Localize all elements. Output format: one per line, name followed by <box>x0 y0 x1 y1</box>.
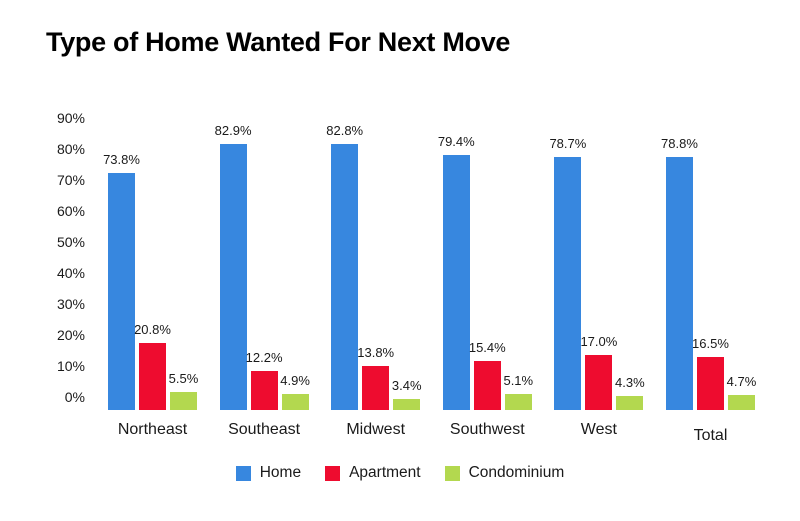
y-axis-tick-label: 10% <box>56 358 85 374</box>
bar-condominium-total <box>727 394 755 410</box>
legend-item-home: Home <box>235 464 302 482</box>
bar-cluster-southwest: 79.4% 15.4% 5.1% <box>438 134 533 410</box>
legend: Home Apartment Condominium <box>0 464 800 482</box>
bar-cluster-midwest: 82.8% 13.8% 3.4% <box>326 123 422 410</box>
bar-column-condominium-total: 4.7% <box>727 374 756 410</box>
bar-cluster-total: 78.8% 16.5% 4.7% <box>661 136 756 410</box>
category-label-midwest: Midwest <box>346 421 406 438</box>
bar-column-apartment-northeast: 20.8% <box>134 322 171 410</box>
bar-column-apartment-total: 16.5% <box>692 336 729 410</box>
bar-column-apartment-southwest: 15.4% <box>469 340 506 410</box>
y-axis-tick-label: 60% <box>56 203 85 219</box>
legend-item-apartment: Apartment <box>325 464 421 482</box>
bar-column-apartment-southeast: 12.2% <box>246 350 283 410</box>
bar-column-home-northeast: 73.8% <box>103 152 140 410</box>
bar-value-label: 4.3% <box>615 375 645 391</box>
bar-value-label: 17.0% <box>580 334 618 350</box>
bar-value-label: 5.5% <box>168 371 199 387</box>
bar-condominium-southeast <box>281 394 309 410</box>
bar-value-label: 13.8% <box>357 344 395 360</box>
bar-column-home-west: 78.7% <box>549 136 586 410</box>
y-axis-tick-label: 0% <box>64 389 85 405</box>
bar-group-total: 78.8% 16.5% 4.7% Total <box>661 136 756 444</box>
bar-value-label: 5.1% <box>503 372 534 388</box>
bar-value-label: 4.9% <box>280 373 310 389</box>
legend-swatch-condominium-icon <box>444 465 460 481</box>
bar-cluster-west: 78.7% 17.0% 4.3% <box>549 136 645 410</box>
bar-column-home-southeast: 82.9% <box>215 123 252 410</box>
bar-apartment-southeast <box>250 370 278 410</box>
bar-group-west: 78.7% 17.0% 4.3% West <box>549 136 645 438</box>
bar-value-label: 82.8% <box>326 123 364 139</box>
legend-swatch-home-icon <box>235 465 251 481</box>
category-label-southwest: Southwest <box>449 421 525 438</box>
legend-label: Condominium <box>468 464 565 481</box>
bar-condominium-west <box>616 396 644 410</box>
bar-home-southwest <box>442 155 470 410</box>
bar-value-label: 3.4% <box>391 378 422 394</box>
bar-home-total <box>665 157 693 410</box>
bar-column-condominium-southeast: 4.9% <box>280 373 310 410</box>
y-axis-tick-label: 40% <box>56 265 85 281</box>
legend-item-condominium: Condominium <box>444 464 565 482</box>
y-axis-tick-label: 50% <box>56 234 85 250</box>
bar-value-label: 16.5% <box>692 336 729 351</box>
bar-group-southwest: 79.4% 15.4% 5.1% Southwest <box>438 134 533 438</box>
bar-column-home-midwest: 82.8% <box>326 123 363 410</box>
bar-condominium-southwest <box>504 393 532 410</box>
bar-apartment-northeast <box>139 343 166 410</box>
bar-value-label: 78.7% <box>549 136 587 152</box>
bar-apartment-southwest <box>473 360 501 410</box>
bar-column-apartment-midwest: 13.8% <box>357 345 394 410</box>
y-axis-tick-label: 90% <box>56 110 85 126</box>
bar-value-label: 15.4% <box>468 339 506 355</box>
bar-column-condominium-midwest: 3.4% <box>392 378 422 410</box>
bar-condominium-midwest <box>393 399 421 410</box>
bar-home-southeast <box>219 143 247 410</box>
y-axis-tick-label: 80% <box>56 141 85 157</box>
bar-apartment-midwest <box>362 365 390 410</box>
category-label-total: Total <box>693 427 728 444</box>
bar-home-west <box>554 157 582 410</box>
bar-value-label: 4.7% <box>726 373 757 389</box>
bar-group-southeast: 82.9% 12.2% 4.9% Southeast <box>215 123 310 438</box>
y-axis-tick-label: 70% <box>56 172 85 188</box>
bar-condominium-northeast <box>170 392 197 410</box>
bar-value-label: 12.2% <box>245 349 283 365</box>
legend-label: Apartment <box>349 464 421 481</box>
bar-apartment-west <box>585 355 613 410</box>
bar-column-condominium-northeast: 5.5% <box>169 371 198 410</box>
bar-column-condominium-southwest: 5.1% <box>503 373 533 410</box>
bar-column-home-southwest: 79.4% <box>438 134 475 410</box>
y-axis: 0% 10% 20% 30% 40% 50% 60% 70% 80% 90% <box>40 110 85 410</box>
plot-area: 73.8% 20.8% 5.5% Northeast 82.9% 12.2% 4.9% Sou… <box>95 121 775 444</box>
bar-home-midwest <box>331 144 359 410</box>
category-label-southeast: Southeast <box>228 421 301 438</box>
y-axis-tick-label: 20% <box>56 327 85 343</box>
bar-value-label: 78.8% <box>661 136 698 151</box>
bar-value-label: 82.9% <box>214 122 252 138</box>
chart-title: Type of Home Wanted For Next Move <box>46 27 511 57</box>
bar-group-midwest: 82.8% 13.8% 3.4% Midwest <box>326 123 422 438</box>
bar-column-condominium-west: 4.3% <box>615 375 645 410</box>
bar-cluster-southeast: 82.9% 12.2% 4.9% <box>215 123 310 410</box>
bar-group-northeast: 73.8% 20.8% 5.5% Northeast <box>103 152 198 438</box>
category-label-northeast: Northeast <box>117 421 188 438</box>
bar-value-label: 79.4% <box>437 134 475 149</box>
legend-swatch-apartment-icon <box>325 465 341 481</box>
bar-apartment-total <box>696 357 724 410</box>
y-axis-tick-label: 30% <box>56 296 85 312</box>
bar-value-label: 73.8% <box>103 152 140 167</box>
bar-cluster-northeast: 73.8% 20.8% 5.5% <box>103 152 198 410</box>
category-label-west: West <box>580 421 617 438</box>
bar-column-home-total: 78.8% <box>661 136 698 410</box>
bar-home-northeast <box>108 173 135 410</box>
legend-label: Home <box>259 464 302 481</box>
bar-value-label: 20.8% <box>134 322 171 338</box>
bar-column-apartment-west: 17.0% <box>580 334 617 410</box>
